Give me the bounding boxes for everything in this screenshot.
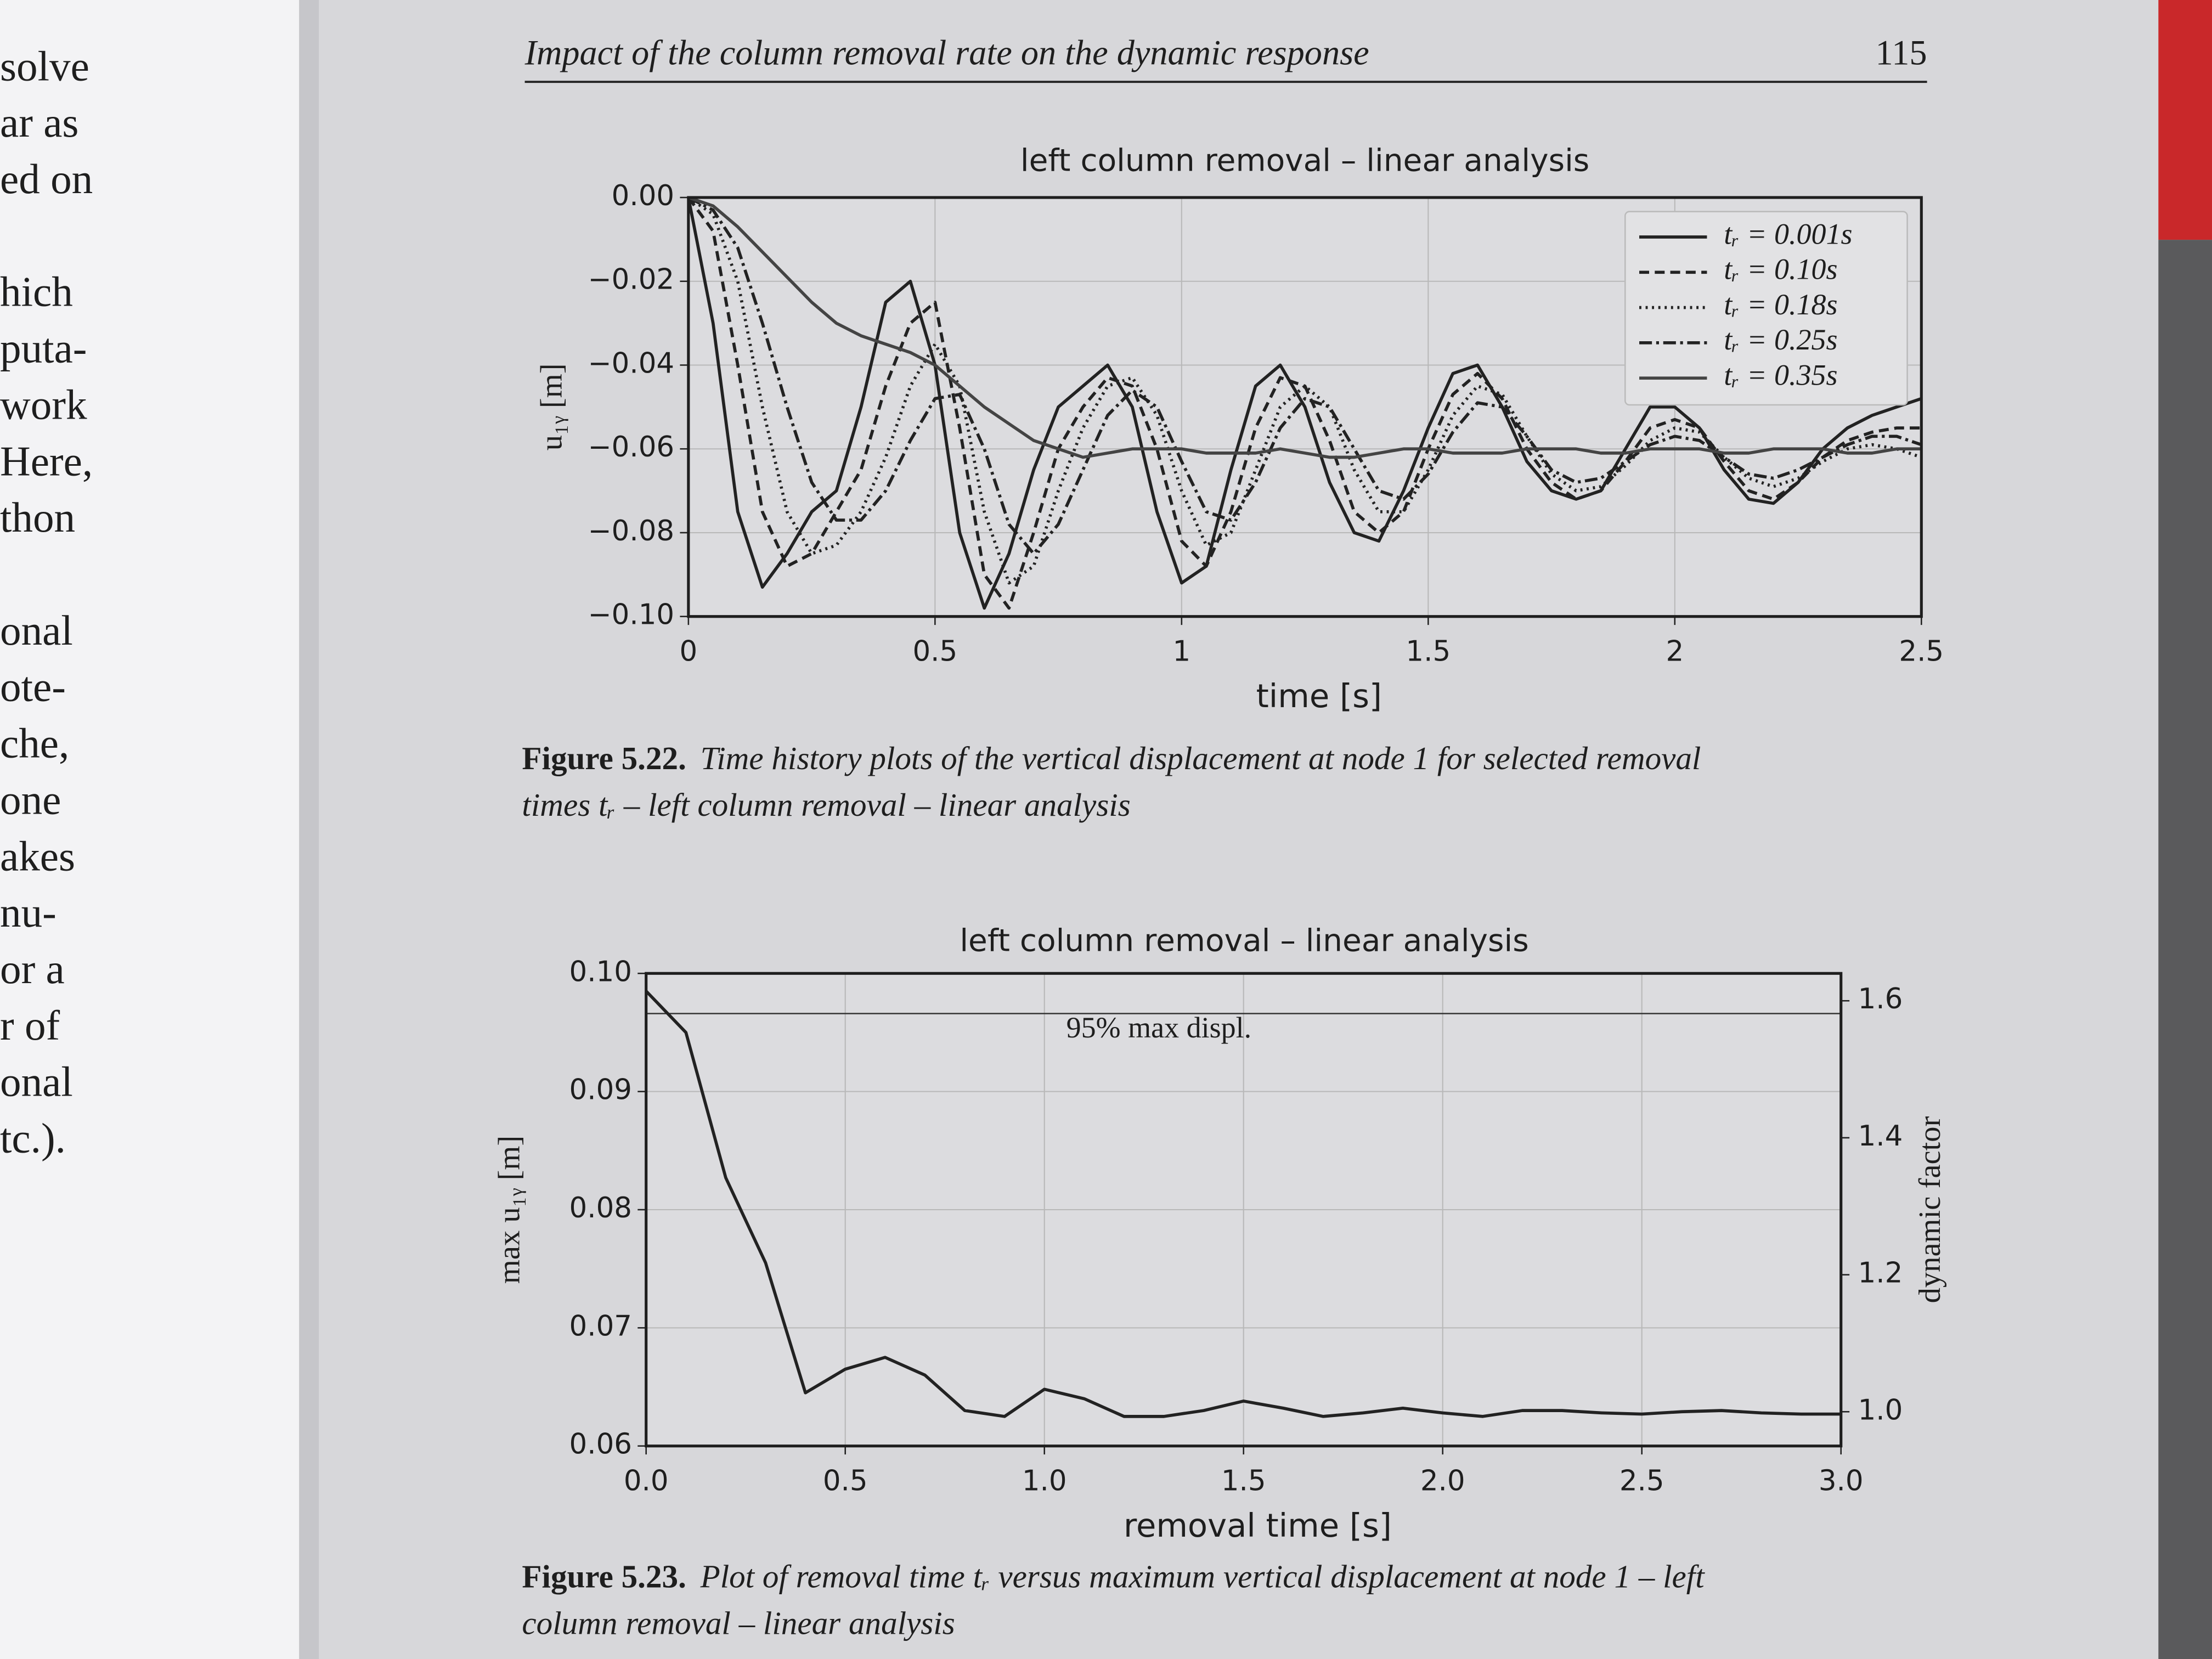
y-tick-label: −0.06 xyxy=(588,431,675,464)
plot-frame xyxy=(687,196,1923,618)
series-line xyxy=(687,196,1922,459)
x-tick-label: 1.5 xyxy=(1406,635,1451,668)
text-line: che, xyxy=(0,720,69,767)
y2-tick-label: 1.0 xyxy=(1858,1393,1903,1426)
chart-title: left column removal – linear analysis xyxy=(1020,142,1589,178)
chart-title: left column removal – linear analysis xyxy=(960,922,1528,958)
caption-text: times tᵣ – left column removal – linear … xyxy=(522,787,1130,823)
chart: left column removal – linear analysis 0 0.… xyxy=(535,142,1944,715)
text-line: tc.). xyxy=(0,1115,66,1162)
x-tick-label: 0.0 xyxy=(624,1465,669,1498)
x-tick-label: 2.5 xyxy=(1899,635,1944,668)
plot-frame xyxy=(645,972,1843,1448)
text-line: onal xyxy=(0,607,73,654)
x-tick-label: 1.0 xyxy=(1022,1465,1067,1498)
x-tick-label: 3.0 xyxy=(1819,1465,1864,1498)
running-title: Impact of the column removal rate on the… xyxy=(524,33,1369,72)
legend-label: tᵣ = 0.25s xyxy=(1724,323,1837,356)
legend-label: tᵣ = 0.18s xyxy=(1724,288,1837,321)
text-line: onal xyxy=(0,1058,73,1105)
x-tick-label: 1 xyxy=(1172,635,1190,668)
y-tick-label: 0.08 xyxy=(569,1192,632,1224)
x-tick-label: 2.5 xyxy=(1620,1465,1664,1498)
y2-axis-label: dynamic factor xyxy=(1913,1116,1947,1303)
text-line: ed on xyxy=(0,155,93,202)
captions: Figure 5.22. Time history plots of the ve… xyxy=(522,740,1705,1641)
text-line: thon xyxy=(0,494,75,541)
y-axis-label: max u₁ᵧ [m] xyxy=(492,1136,526,1284)
legend-label: tᵣ = 0.10s xyxy=(1724,253,1837,286)
caption-text: Plot of removal time tᵣ versus maximum v… xyxy=(700,1559,1706,1595)
y-tick-label: 0.06 xyxy=(569,1428,632,1461)
text-line: hich xyxy=(0,268,73,315)
book-gutter xyxy=(299,0,319,1659)
text-line: solve xyxy=(0,42,89,89)
x-tick-label: 1.5 xyxy=(1221,1465,1266,1498)
legend-label: tᵣ = 0.001s xyxy=(1724,217,1852,250)
x-axis-label: time [s] xyxy=(1256,677,1382,715)
y-tick-label: 0.00 xyxy=(612,179,674,212)
y2-tick-label: 1.4 xyxy=(1858,1120,1903,1153)
series-line xyxy=(645,990,1841,1418)
y-tick-label: −0.10 xyxy=(588,599,675,631)
page-number: 115 xyxy=(1876,33,1927,72)
edge-strip xyxy=(2158,0,2212,240)
legend-label: tᵣ = 0.35s xyxy=(1724,359,1837,392)
y-tick-label: 0.10 xyxy=(569,955,632,988)
y2-tick-label: 1.2 xyxy=(1858,1257,1903,1290)
text-line: or a xyxy=(0,945,65,992)
x-tick-label: 0.5 xyxy=(823,1465,868,1498)
x-tick-label: 2 xyxy=(1666,635,1684,668)
y2-tick-label: 1.6 xyxy=(1858,983,1903,1015)
series-line xyxy=(687,196,1922,610)
caption-label: Figure 5.23. xyxy=(522,1559,686,1595)
text-line: akes xyxy=(0,832,75,879)
text-line: r of xyxy=(0,1002,60,1049)
chart: left column removal – linear analysis 0.0… xyxy=(492,922,1946,1544)
text-line: puta- xyxy=(0,325,87,372)
edge-strip xyxy=(2158,240,2212,1659)
reference-label: 95% max displ. xyxy=(1066,1011,1251,1044)
text-line: nu- xyxy=(0,889,57,936)
legend-box xyxy=(1624,211,1908,406)
y-tick-label: 0.07 xyxy=(569,1310,632,1342)
text-line: ote- xyxy=(0,663,66,710)
text-line: ar as xyxy=(0,99,78,146)
y-axis-label: u₁ᵧ [m] xyxy=(535,363,569,450)
y-tick-label: −0.08 xyxy=(588,515,675,548)
caption-label: Figure 5.22. xyxy=(522,740,686,776)
x-tick-label: 2.0 xyxy=(1420,1465,1465,1498)
x-tick-label: 0 xyxy=(679,635,697,668)
caption-text: column removal – linear analysis xyxy=(522,1605,955,1641)
x-tick-label: 0.5 xyxy=(912,635,957,668)
text-line: Here, xyxy=(0,437,93,484)
series-line xyxy=(687,197,1922,610)
text-line: one xyxy=(0,776,61,823)
x-axis-label: removal time [s] xyxy=(1124,1506,1392,1544)
left-page-text: solve ar as ed on hich puta-work Here, thon ona… xyxy=(0,42,93,1161)
text-line: work xyxy=(0,381,87,428)
caption-text: Time history plots of the vertical displ… xyxy=(701,740,1701,776)
y-tick-label: −0.02 xyxy=(588,263,675,296)
y-tick-label: −0.04 xyxy=(588,347,675,380)
left-page xyxy=(0,0,313,1659)
y-tick-label: 0.09 xyxy=(569,1074,632,1107)
